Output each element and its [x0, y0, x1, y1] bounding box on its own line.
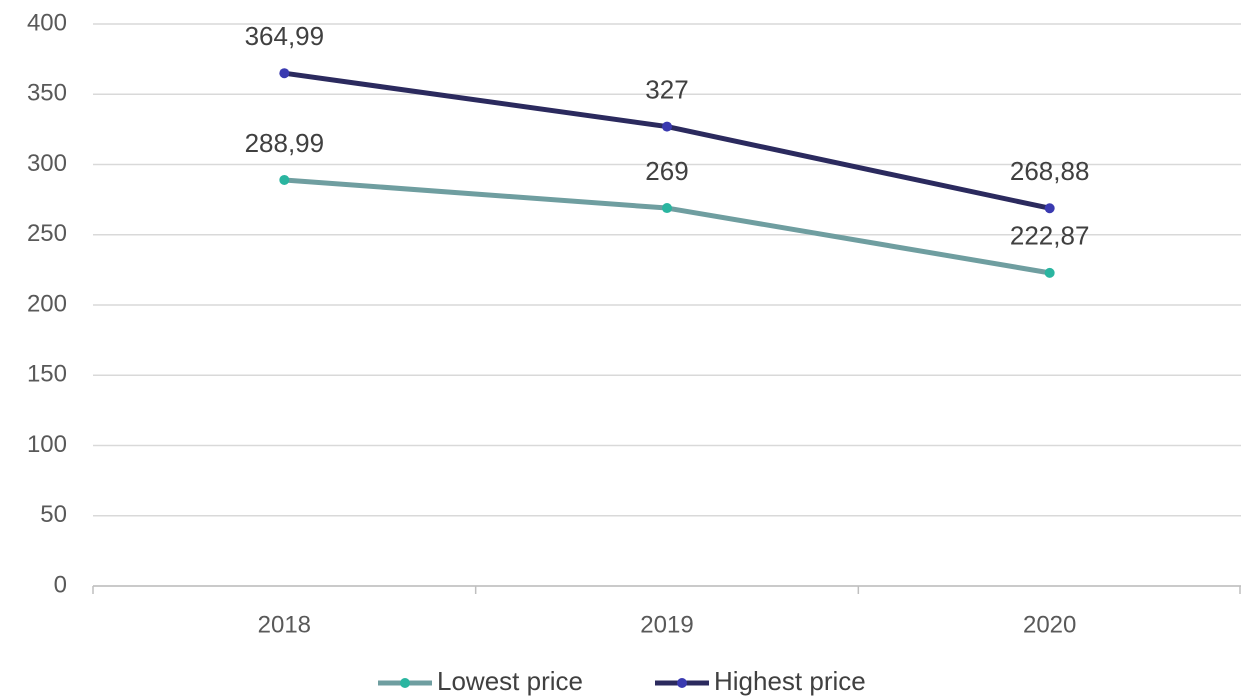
y-tick-label: 0	[54, 571, 67, 598]
legend-marker	[677, 678, 687, 688]
data-label: 269	[645, 156, 688, 186]
data-label: 288,99	[245, 128, 325, 158]
y-tick-label: 200	[27, 290, 67, 317]
data-point	[1044, 203, 1055, 214]
data-point	[1044, 267, 1055, 278]
y-tick-label: 250	[27, 220, 67, 247]
data-point	[662, 121, 672, 132]
y-tick-label: 150	[27, 361, 67, 388]
y-tick-label: 100	[27, 431, 67, 458]
x-tick-label: 2019	[640, 611, 693, 638]
y-tick-label: 50	[40, 501, 67, 528]
data-point	[279, 174, 290, 185]
data-label: 364,99	[245, 21, 325, 51]
y-tick-label: 400	[27, 9, 67, 36]
data-point	[662, 203, 672, 214]
y-tick-label: 350	[27, 80, 67, 107]
data-point	[279, 68, 290, 79]
legend-label: Highest price	[714, 666, 866, 696]
x-tick-label: 2018	[258, 611, 311, 638]
series-line	[284, 177, 1051, 276]
data-label: 222,87	[1010, 221, 1090, 251]
data-label: 327	[645, 74, 688, 104]
y-tick-label: 300	[27, 150, 67, 177]
legend-label: Lowest price	[437, 666, 583, 696]
x-tick-label: 2020	[1023, 611, 1076, 638]
data-label: 268,88	[1010, 156, 1090, 186]
legend-marker	[400, 678, 410, 688]
